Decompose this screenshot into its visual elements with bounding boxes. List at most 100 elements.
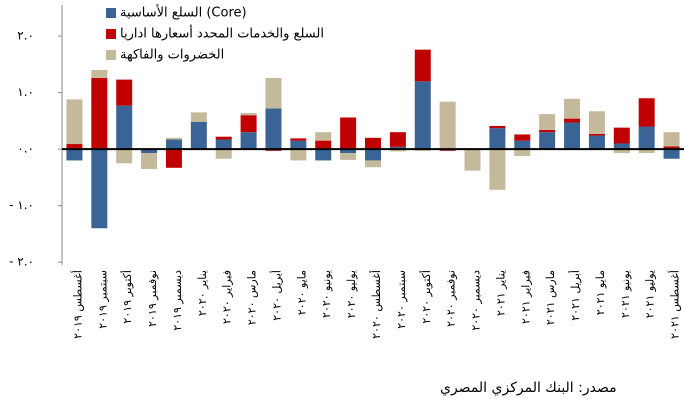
bar-segment	[464, 149, 481, 171]
bar-segment	[613, 149, 630, 154]
x-tick-label: أغسطس ٢٠٢١	[668, 270, 682, 339]
bar-segment	[514, 149, 531, 156]
x-tick-label: مايو ٢٠٢٠	[295, 270, 308, 315]
bar-segment	[564, 98, 581, 119]
bar-segment	[290, 149, 307, 161]
bar-segment	[638, 126, 655, 150]
x-tick-label: ديسمبر ٢٠١٩	[171, 270, 184, 331]
x-tick-label: أبريل ٢٠٢٠	[269, 270, 283, 321]
bar-segment	[91, 70, 108, 78]
bar-segment	[66, 149, 83, 161]
legend-label: السلع الأساسية (Core)	[120, 4, 247, 21]
bar-segment	[564, 118, 581, 123]
x-tick-label: ديسمبر ٢٠٢٠	[470, 270, 483, 331]
bar-segment	[265, 77, 282, 109]
x-tick-label: فبراير ٢٠٢٠	[221, 270, 234, 324]
x-tick-label: نوفمبر ٢٠٢٠	[445, 270, 458, 327]
bar-segment	[489, 125, 506, 129]
bar-segment	[190, 122, 207, 150]
bar-segment	[588, 135, 605, 150]
x-tick-label: أغسطس ٢٠١٩	[70, 270, 84, 339]
legend-label: السلع والخدمات المحدد أسعارها اداريا	[120, 25, 324, 42]
x-tick-label: مارس ٢٠٢١	[544, 270, 557, 325]
bar-segment	[340, 117, 357, 150]
bar-segment	[539, 129, 556, 133]
x-tick-label: يناير ٢٠٢٠	[196, 270, 209, 316]
bar-segment	[265, 108, 282, 150]
bar-segment	[489, 149, 506, 190]
bar-segment	[365, 149, 381, 161]
legend-swatch	[106, 29, 116, 39]
bar-segment	[414, 81, 431, 150]
y-tick-label: - ١.٠	[9, 198, 34, 212]
x-tick-label: أغسطس ٢٠٢٠	[369, 270, 383, 339]
x-tick-label: أكتوبر ٢٠٢٠	[419, 270, 433, 324]
bar-segment	[539, 114, 556, 130]
bar-segment	[340, 149, 357, 154]
bar-segment	[165, 149, 182, 168]
x-tick-label: يوليو ٢٠٢٠	[345, 270, 358, 318]
bar-segment	[91, 149, 108, 229]
bar-segment	[165, 139, 182, 150]
bar-segment	[663, 146, 680, 150]
x-tick-label: أبريل ٢٠٢١	[568, 270, 582, 321]
bar-segment	[663, 149, 680, 159]
bar-segment	[340, 153, 357, 160]
bar-segment	[539, 132, 556, 150]
bar-segment	[514, 134, 531, 141]
x-tick-label: أكتوبر ٢٠١٩	[120, 270, 134, 324]
bar-segment	[389, 146, 406, 150]
bar-segment	[663, 132, 680, 147]
bar-segment	[365, 160, 381, 168]
bar-segment	[613, 127, 630, 144]
x-tick-label: سبتمبر ٢٠١٩	[96, 270, 109, 329]
legend-label: الخضروات والفاكهة	[120, 48, 224, 63]
y-tick-label: ٠.٠	[17, 142, 34, 156]
bar-segment	[141, 153, 158, 169]
bar-segment	[240, 132, 257, 150]
bar-segment	[290, 138, 307, 141]
bar-segment	[66, 144, 83, 150]
bar-segment	[414, 49, 431, 82]
bar-segment	[116, 149, 133, 164]
x-tick-label: سبتمبر ٢٠٢٠	[395, 270, 408, 329]
bar-segment	[240, 112, 257, 116]
y-tick-label: - ٢.٠	[9, 255, 34, 269]
bar-segment	[141, 149, 158, 154]
bar-segment	[514, 140, 531, 150]
bar-segment	[389, 149, 406, 152]
bar-segment	[638, 98, 655, 127]
legend-swatch	[106, 8, 116, 18]
bar-segment	[315, 149, 332, 161]
bar-segment	[315, 140, 332, 150]
y-tick-label: ١.٠	[17, 85, 34, 99]
bar-segment	[66, 99, 83, 145]
bar-segment	[215, 136, 232, 140]
bar-segment	[116, 79, 133, 106]
x-tick-label: يونيو ٢٠٢١	[619, 270, 632, 318]
bar-segment	[489, 128, 506, 150]
x-tick-label: مايو ٢٠٢١	[594, 270, 607, 315]
legend-swatch	[106, 50, 116, 60]
x-tick-label: فبراير ٢٠٢١	[519, 270, 532, 324]
x-tick-label: يناير ٢٠٢١	[494, 270, 507, 316]
bar-segment	[613, 143, 630, 150]
x-tick-label: مارس ٢٠٢٠	[246, 270, 259, 325]
bar-segment	[116, 105, 133, 150]
bar-segment	[315, 132, 332, 141]
bar-segment	[215, 139, 232, 150]
x-tick-label: يونيو ٢٠٢٠	[320, 270, 333, 318]
bar-segment	[588, 133, 605, 136]
bar-segment	[365, 137, 381, 150]
bar-segment	[638, 149, 655, 154]
bar-segment	[240, 115, 257, 133]
bar-segment	[165, 137, 182, 140]
source: مصدر: البنك المركزي المصري	[440, 380, 617, 396]
bar-segment	[190, 112, 207, 122]
bar-segment	[290, 140, 307, 150]
bar-segment	[215, 149, 232, 159]
x-tick-label: يوليو ٢٠٢١	[644, 270, 657, 318]
bar-segment	[439, 101, 456, 150]
bar-segment	[389, 132, 406, 147]
